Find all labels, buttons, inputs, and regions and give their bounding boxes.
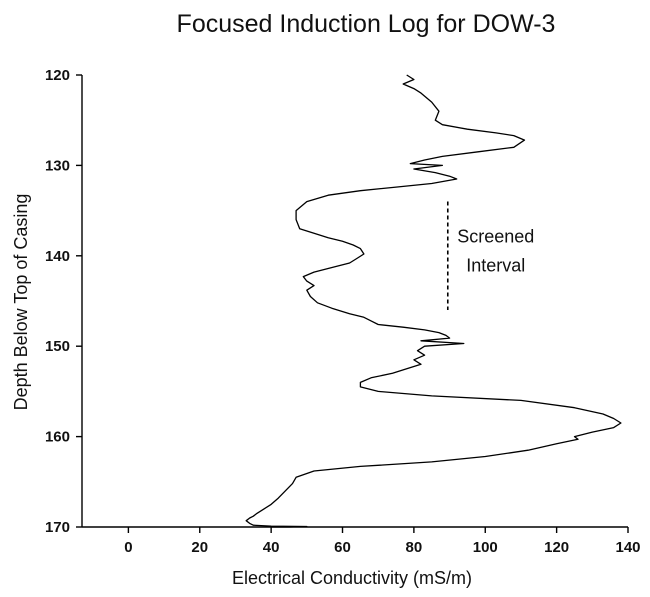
x-tick-label: 20	[191, 539, 208, 556]
x-tick-label: 40	[263, 539, 280, 556]
plot-area: 120 130 140 150 160 170 0 20 40 60 80 100 120 140 Sc…	[45, 67, 641, 556]
x-axis-ticks: 0 20 40 60 80 100 120 140	[124, 527, 641, 556]
y-tick-label: 130	[45, 157, 70, 174]
y-axis-label: Depth Below Top of Casing	[11, 194, 31, 411]
y-tick-label: 170	[45, 519, 70, 536]
y-tick-label: 140	[45, 248, 70, 265]
x-tick-label: 80	[406, 539, 423, 556]
x-tick-label: 100	[473, 539, 498, 556]
y-tick-label: 120	[45, 67, 70, 84]
conductivity-series-line	[245, 74, 622, 528]
x-tick-label: 60	[334, 539, 351, 556]
screened-interval-label-line1: Screened	[457, 227, 534, 247]
y-axis-ticks: 120 130 140 150 160 170	[45, 67, 82, 536]
x-tick-label: 120	[544, 539, 569, 556]
y-tick-label: 160	[45, 429, 70, 446]
chart-title: Focused Induction Log for DOW-3	[177, 10, 556, 38]
screened-interval-label-line2: Interval	[466, 256, 525, 276]
y-tick-label: 150	[45, 338, 70, 355]
x-axis-label: Electrical Conductivity (mS/m)	[232, 568, 472, 588]
x-tick-label: 0	[124, 539, 132, 556]
x-tick-label: 140	[615, 539, 640, 556]
